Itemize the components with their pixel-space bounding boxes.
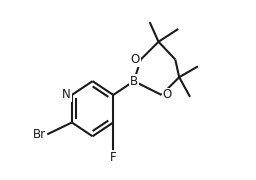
Text: O: O: [131, 53, 140, 66]
Text: B: B: [130, 75, 138, 88]
Text: N: N: [62, 88, 71, 101]
Text: Br: Br: [33, 128, 46, 141]
Text: F: F: [110, 151, 116, 164]
Text: O: O: [163, 88, 172, 101]
